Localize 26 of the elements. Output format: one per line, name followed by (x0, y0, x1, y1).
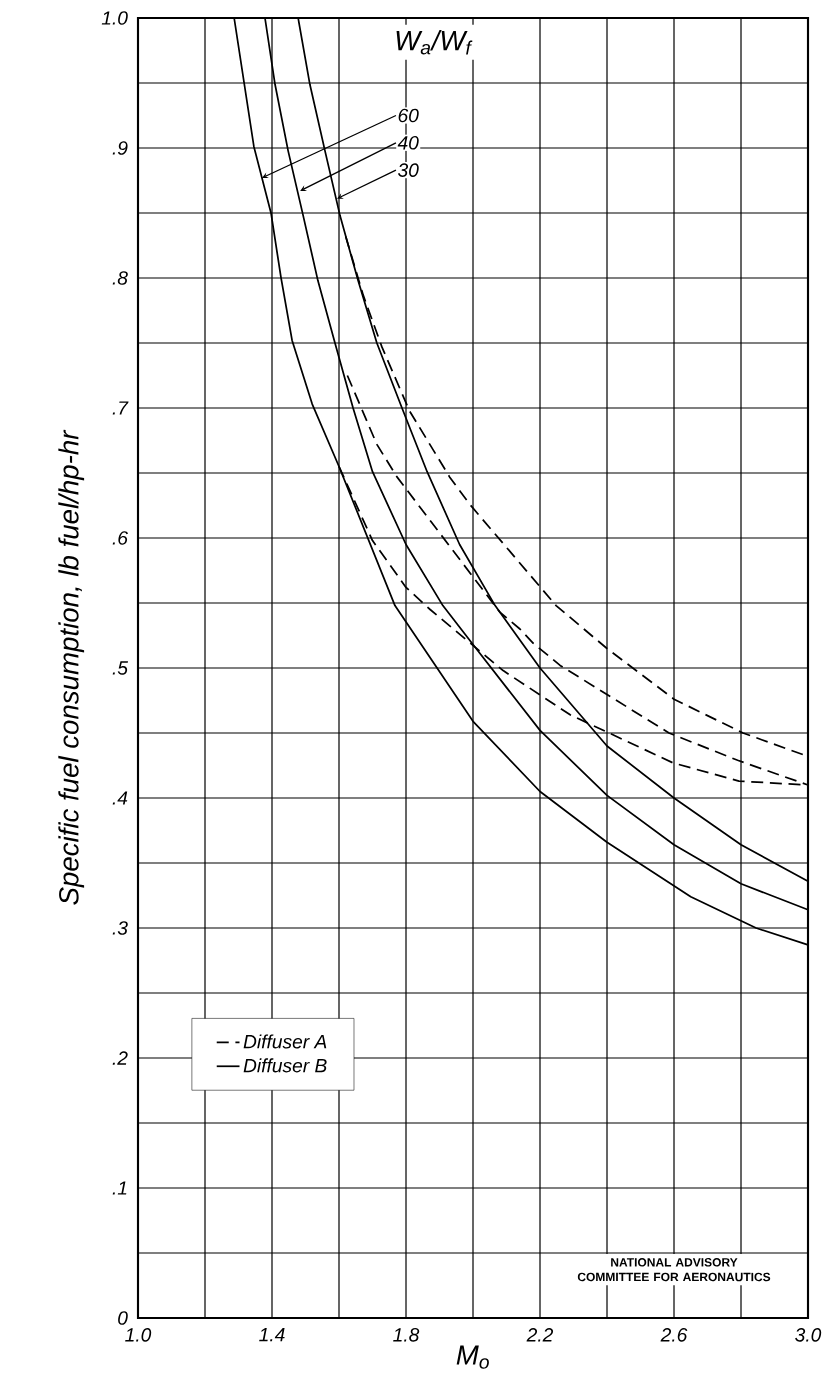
y-tick-label: .2 (112, 1051, 128, 1065)
y-axis-title: Specific fuel consumption, lb fuel/hp-hr (58, 429, 85, 905)
y-tick-label: 0 (118, 1311, 128, 1325)
y-tick-label: .6 (112, 531, 128, 545)
x-tick-label: 2.2 (526, 1328, 554, 1342)
annotation: NATIONAL ADVISORY COMMITTEE FOR AERONAUTICS (577, 1258, 771, 1282)
legend-label: Diffuser A (243, 1034, 327, 1049)
x-axis-title: M$_{o}$ (456, 1345, 489, 1369)
y-tick-label: .3 (112, 921, 128, 935)
y-tick-label: .7 (112, 401, 129, 415)
annotation: 40 (397, 135, 419, 150)
y-tick-label: .9 (112, 141, 128, 155)
y-tick-label: .5 (112, 661, 129, 675)
y-tick-label: .4 (112, 791, 128, 805)
x-tick-label: 1.4 (259, 1328, 285, 1342)
x-tick-label: 1.0 (125, 1328, 152, 1342)
y-tick-label: .1 (112, 1181, 127, 1195)
legend-title: W$_{a}$/W$_{f}$ (396, 30, 473, 55)
y-tick-label: 1.0 (101, 11, 128, 25)
annotation: 60 (398, 108, 419, 123)
x-tick-label: 2.6 (660, 1328, 688, 1342)
legend-label: Diffuser B (243, 1058, 327, 1073)
y-tick-label: .8 (112, 271, 128, 285)
annotation: 30 (398, 163, 419, 177)
x-tick-label: 1.8 (393, 1328, 420, 1342)
x-tick-label: 3.0 (795, 1328, 822, 1342)
